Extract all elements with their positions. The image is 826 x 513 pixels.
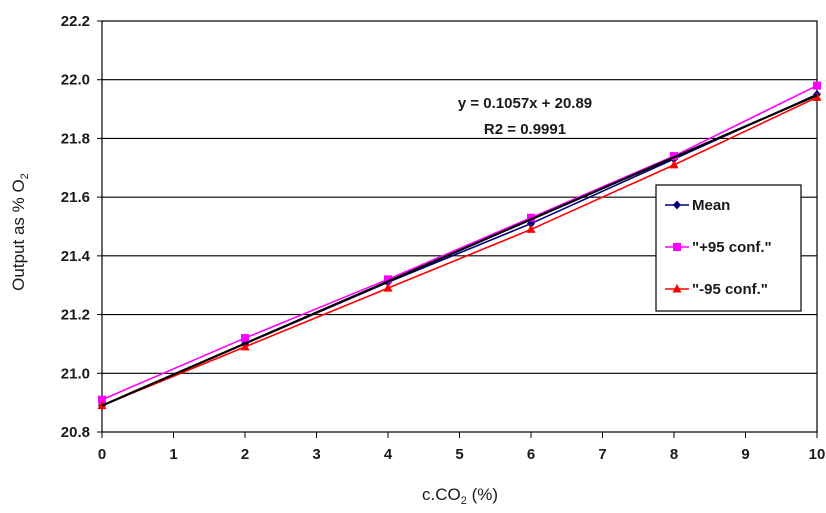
x-tick-label: 4 [384, 446, 393, 463]
legend-label: "-95 conf." [692, 281, 768, 298]
x-tick-label: 9 [741, 446, 749, 463]
data-point [383, 283, 393, 292]
x-axis-label: c.CO2 (%) [422, 485, 498, 507]
y-axis-ticks: 20.8 21.0 21.2 21.4 21.6 21.8 22.0 22.2 [61, 13, 102, 441]
legend-swatch-marker [672, 284, 682, 293]
y-tick-label: 20.8 [61, 424, 90, 441]
data-point [813, 81, 821, 90]
legend-item: "+95 conf." [665, 239, 772, 256]
data-point [240, 341, 250, 351]
x-axis-label-main: c.CO [422, 485, 461, 504]
legend-swatch-marker [673, 200, 681, 210]
x-tick-label: 3 [312, 446, 320, 463]
legend-label: "+95 conf." [692, 239, 772, 256]
x-tick-label: 8 [670, 446, 678, 463]
data-point [670, 152, 678, 161]
grid-lines [102, 20, 817, 433]
legend-item: "-95 conf." [665, 281, 768, 298]
r-squared-label: R2 = 0.9991 [484, 121, 566, 138]
data-point [98, 395, 106, 404]
legend-swatch-marker [673, 243, 681, 251]
regression-annotation: y = 0.1057x + 20.89 R2 = 0.9991 [458, 95, 592, 138]
series-line [101, 84, 818, 401]
y-tick-label: 21.6 [61, 189, 90, 206]
data-point [669, 159, 679, 169]
x-axis-label-unit: (%) [467, 485, 498, 504]
data-point [384, 275, 392, 284]
y-tick-label: 22.2 [61, 13, 90, 30]
x-tick-label: 5 [455, 446, 463, 463]
y-tick-label: 22.0 [61, 72, 90, 89]
series-layer [97, 81, 822, 411]
y-axis-label-subscript: 2 [19, 173, 31, 179]
x-tick-label: 2 [241, 446, 249, 463]
x-tick-label: 1 [169, 446, 177, 463]
regression-equation: y = 0.1057x + 20.89 [458, 95, 592, 112]
x-axis-ticks: 0 1 2 3 4 5 6 7 8 9 10 [98, 432, 826, 463]
y-tick-label: 21.8 [61, 130, 90, 147]
x-tick-label: 6 [527, 446, 535, 463]
x-tick-label: 7 [598, 446, 606, 463]
data-point [527, 213, 535, 222]
x-axis-label-subscript: 2 [461, 495, 467, 507]
x-tick-label: 0 [98, 446, 106, 463]
y-tick-label: 21.0 [61, 365, 90, 382]
x-tick-label: 10 [809, 446, 826, 463]
series-line [101, 96, 818, 407]
legend-label: Mean [692, 197, 730, 214]
trend-line [101, 94, 818, 407]
data-point [241, 334, 249, 343]
y-tick-label: 21.4 [61, 248, 91, 265]
data-point [812, 92, 822, 101]
series-group [97, 92, 822, 410]
y-tick-label: 21.2 [61, 307, 90, 324]
y-axis-label: Output as % O2 [9, 173, 31, 291]
y-axis-label-main: Output as % O [9, 179, 28, 291]
data-point [526, 224, 536, 233]
legend-item: Mean [665, 197, 730, 214]
series-group [98, 81, 821, 404]
legend: Mean "+95 conf." "-95 conf." [655, 184, 802, 312]
